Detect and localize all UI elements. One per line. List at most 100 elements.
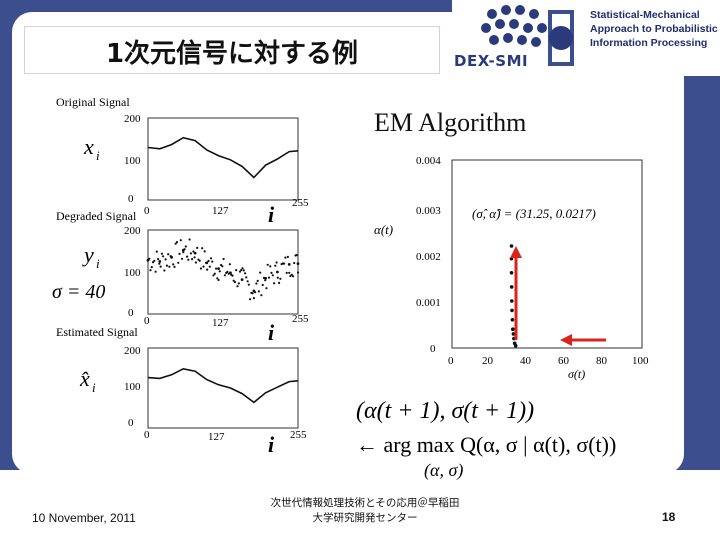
em-x-label: σ(t): [568, 367, 585, 381]
plot1-tick-y-200: 200: [124, 113, 141, 125]
plot2-noise-point: [174, 242, 177, 245]
plot1-sub: i: [96, 148, 100, 163]
plot1-tick-x-0: 0: [144, 205, 150, 217]
plot2-data-point: [158, 260, 162, 263]
logo-area: [452, 0, 720, 76]
plot2-noise-point: [223, 274, 226, 277]
em-data-point: [511, 332, 516, 336]
plot2-noise-point: [233, 281, 237, 284]
formula-line3: (α, σ): [424, 460, 463, 481]
plot2-noise-point: [204, 261, 208, 264]
plot1-axes: [147, 117, 299, 201]
plot2-tick-x-255: 255: [292, 313, 309, 325]
plot2-noise-point: [293, 261, 296, 265]
slide-title: 1次元信号に対する例: [105, 39, 359, 69]
plot2-sub: i: [96, 256, 100, 271]
plot2-noise-point: [196, 246, 199, 249]
plot2-noise-point: [283, 262, 286, 265]
plot3-var: x̂: [79, 366, 90, 391]
plot2-noise-point: [201, 247, 204, 250]
em-data-point: [510, 318, 515, 322]
plot2-noise-point: [159, 265, 162, 268]
plot2-noise-point: [252, 297, 255, 300]
plot2-noise-point: [244, 272, 247, 275]
em-data-point: [509, 271, 514, 275]
plot2-noise-point: [295, 254, 298, 257]
plot2-noise-point: [236, 285, 239, 288]
plot2-noise-point: [215, 267, 218, 270]
footer-center-line-1: 次世代情報処理技術とその応用＠早稲田: [270, 497, 460, 509]
em-tick-x-60: 60: [558, 355, 570, 367]
plot2-noise-point: [288, 271, 291, 274]
em-tick-x-0: 0: [448, 355, 454, 367]
plot2-noise-point: [163, 269, 166, 272]
plot2-noise-point: [256, 279, 259, 282]
em-algorithm-label: EM Algorithm: [374, 108, 527, 137]
plot2-noise-point: [162, 255, 165, 258]
plot2-noise-point: [284, 256, 287, 259]
plot2-noise-point: [212, 274, 215, 277]
em-axes: [451, 159, 643, 349]
plot2-noise-point: [199, 267, 202, 270]
plot2-noise-point: [245, 276, 248, 279]
plot2-noise-point: [231, 274, 234, 277]
plot2-noise-point: [182, 251, 185, 254]
plot2-noise-point: [261, 283, 264, 287]
plot2-noise-point: [238, 270, 242, 273]
em-annotation: (σ̂, α̂) = (31.25, 0.0217): [472, 206, 596, 221]
plot2-data-point: [217, 267, 221, 270]
signal-plots: Original Signal x i 200 100 0 0 127 i 25…: [52, 95, 309, 457]
plot2-noise-point: [168, 265, 171, 268]
plot2-data-point: [240, 278, 244, 281]
plot2-noise-point: [183, 248, 186, 251]
plot2-tick-y-0: 0: [128, 307, 134, 319]
logo-smapip-text: Statistical-Mechanical Approach to Proba…: [590, 8, 720, 50]
formula-line2: ← arg max Q(α, σ | α(t), σ(t)): [356, 432, 616, 457]
plot3-tick-y-0: 0: [128, 417, 134, 429]
em-tick-x-40: 40: [520, 355, 532, 367]
plot2-noise-point: [178, 252, 181, 255]
plot2-noise-point: [246, 280, 249, 283]
plot2-noise-point: [269, 265, 272, 268]
plot2-noise-point: [173, 265, 176, 268]
plot2-noise-point: [153, 259, 156, 262]
plot2-noise-point: [157, 258, 160, 261]
em-data-point: [513, 343, 518, 348]
plot2-noise-point: [175, 241, 179, 244]
plot2-noise-point: [192, 250, 195, 253]
plot2-xvar: i: [268, 320, 275, 345]
plot2-var: y: [82, 242, 94, 267]
plot2-noise-point: [222, 257, 225, 261]
plot2-noise-point: [213, 272, 216, 275]
plot2-noise-point: [237, 282, 240, 285]
plot2-noise-point: [285, 271, 288, 274]
em-data-point: [511, 327, 515, 331]
plot2-noise-point: [203, 250, 206, 253]
plot2-noise-point: [273, 282, 276, 285]
plot2-noise-point: [194, 261, 197, 264]
em-tick-y-0001: 0.001: [416, 297, 441, 309]
footer-date: 10 November, 2011: [32, 511, 136, 525]
logo-line-1: Statistical-Mechanical: [590, 9, 700, 21]
plot2-noise-point: [274, 264, 277, 267]
plot2-noise-point: [160, 252, 163, 255]
plot2-noise-point: [151, 261, 155, 264]
plot2-noise-point: [184, 245, 187, 248]
em-tick-x-100: 100: [632, 355, 649, 367]
plot2-noise-point: [198, 259, 201, 262]
plot3-axes: [147, 347, 299, 429]
logo-line-2: Approach to Probabilistic: [590, 23, 718, 35]
plot2-noise-point: [226, 270, 229, 273]
plot2-noise-point: [193, 256, 196, 259]
signal-plots-panel: Original Signal x i 200 100 0 0 127 i 25…: [44, 90, 350, 462]
plot2-noise-point: [265, 287, 268, 290]
plot1-name: Original Signal: [56, 95, 130, 109]
plot2-tick-y-100: 100: [124, 267, 141, 279]
plot2-noise-point: [191, 258, 194, 261]
plot2-noise-point: [154, 270, 157, 273]
plot2-noise-point: [208, 265, 211, 268]
em-data-point: [509, 285, 514, 289]
plot2-noise-point: [260, 294, 263, 297]
plot2-noise-point: [211, 260, 214, 263]
plot2-noise-point: [158, 262, 161, 265]
